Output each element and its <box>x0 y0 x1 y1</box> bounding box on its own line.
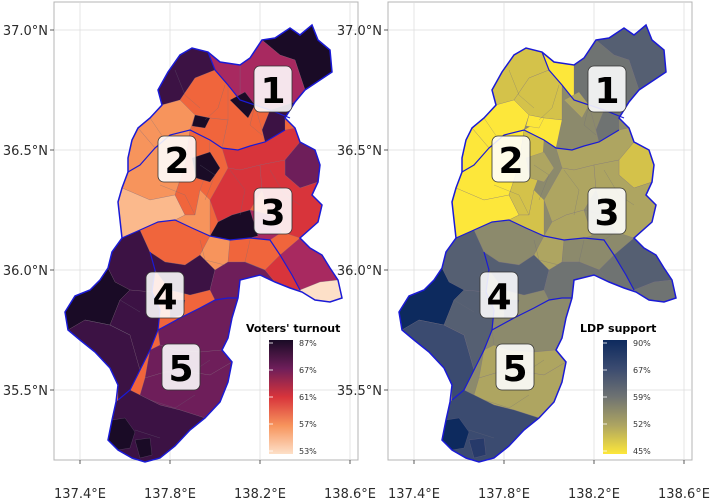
municipality-boundary <box>578 239 600 271</box>
legend-value: 52% <box>633 420 651 429</box>
municipality-region[interactable] <box>191 114 211 129</box>
district-label-box <box>253 65 293 113</box>
municipality-boundary <box>538 84 560 121</box>
district-label-box <box>491 135 531 183</box>
legend-title: Voters' turnout <box>246 322 340 335</box>
legend-value: 59% <box>633 393 651 402</box>
prefecture-outline <box>398 23 677 463</box>
municipality-boundary <box>159 184 196 216</box>
municipality-boundary <box>563 169 580 216</box>
district-label: 4 <box>486 277 511 318</box>
legend-value: 53% <box>299 447 317 456</box>
y-tick-label: 36.0°N <box>337 264 382 279</box>
municipality-boundary <box>483 394 530 409</box>
y-tick-label: 36.0°N <box>3 264 48 279</box>
legend-title: LDP support <box>580 322 656 335</box>
district-boundary <box>491 297 572 331</box>
municipality-boundary <box>84 319 131 336</box>
district-boundary <box>157 297 238 331</box>
district-boundary <box>127 129 286 173</box>
municipality-boundary <box>418 319 465 336</box>
district-label: 1 <box>260 71 285 112</box>
municipality-boundary <box>199 239 226 266</box>
district-label: 2 <box>498 141 523 182</box>
district-boundary <box>121 219 301 291</box>
municipality-boundary <box>229 169 246 216</box>
district-label: 4 <box>152 277 177 318</box>
district-label: 5 <box>168 349 193 390</box>
x-tick-label: 137.4°E <box>388 487 440 502</box>
y-tick-label: 37.0°N <box>3 24 48 39</box>
municipality-boundary <box>204 84 226 121</box>
municipality-boundary <box>453 299 475 313</box>
y-tick-label: 37.0°N <box>337 24 382 39</box>
municipality-boundary <box>199 164 216 201</box>
municipality-region[interactable] <box>468 437 487 459</box>
municipality-boundary <box>249 104 263 136</box>
district-label: 5 <box>502 349 527 390</box>
prefecture-map: 1 2 3 4 5 <box>64 23 343 463</box>
municipality-region[interactable] <box>525 114 545 129</box>
legend-value: 67% <box>633 366 651 375</box>
legend-value: 87% <box>299 339 317 348</box>
municipality-boundary <box>583 104 597 136</box>
municipality-boundary <box>149 394 196 409</box>
x-tick-label: 138.6°E <box>658 487 710 502</box>
district-label: 3 <box>260 193 285 234</box>
district-label-box <box>253 187 293 235</box>
district-boundary <box>461 129 620 173</box>
legend-value: 90% <box>633 339 651 348</box>
x-tick-label: 137.4°E <box>54 487 106 502</box>
municipality-boundary <box>533 239 560 266</box>
y-tick-label: 36.5°N <box>337 144 382 159</box>
district-label-box <box>587 65 627 113</box>
municipality-region[interactable] <box>134 437 153 459</box>
turnout-map-panel: 1 2 3 4 5 Voters' turnout 87% 67% 61% 57% 53% 137.4… <box>3 1 376 502</box>
municipality-boundary <box>508 69 535 109</box>
legend-value: 61% <box>299 393 317 402</box>
district-label-box <box>161 343 201 391</box>
district-boundary <box>455 219 635 291</box>
prefecture-outline <box>64 23 343 463</box>
district-label-box <box>587 187 627 235</box>
legend-value: 67% <box>299 366 317 375</box>
district-label-box <box>157 135 197 183</box>
district-label: 3 <box>594 193 619 234</box>
district-label-box <box>495 343 535 391</box>
x-tick-label: 137.8°E <box>144 487 196 502</box>
municipality-boundary <box>134 429 161 439</box>
prefecture-map: 1 2 3 4 5 <box>398 23 677 463</box>
municipality-boundary <box>244 239 266 271</box>
municipality-boundary <box>533 164 550 201</box>
y-tick-label: 36.5°N <box>3 144 48 159</box>
ldp-support-map-panel: 1 2 3 4 5 LDP support 90% 67% 59% 52% 45% 137.4°E 13… <box>337 1 710 502</box>
municipality-boundary <box>468 429 495 439</box>
x-tick-label: 137.8°E <box>478 487 530 502</box>
x-tick-label: 138.2°E <box>234 487 286 502</box>
district-label: 2 <box>164 141 189 182</box>
legend-value: 57% <box>299 420 317 429</box>
y-tick-label: 35.5°N <box>337 384 382 399</box>
municipality-boundary <box>119 299 141 313</box>
district-label-box <box>479 271 519 319</box>
district-label-box <box>145 271 185 319</box>
y-tick-label: 35.5°N <box>3 384 48 399</box>
x-tick-label: 138.2°E <box>568 487 620 502</box>
legend-value: 45% <box>633 447 651 456</box>
district-label: 1 <box>594 71 619 112</box>
municipality-boundary <box>493 184 530 216</box>
x-tick-label: 138.6°E <box>324 487 376 502</box>
municipality-boundary <box>174 69 201 109</box>
